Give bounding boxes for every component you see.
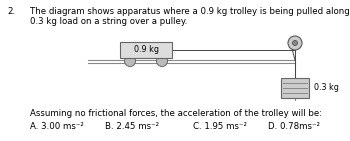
Text: Assuming no frictional forces, the acceleration of the trolley will be:: Assuming no frictional forces, the accel… bbox=[30, 109, 322, 118]
Text: 0.9 kg: 0.9 kg bbox=[133, 46, 159, 55]
Text: D. 0.78ms⁻²: D. 0.78ms⁻² bbox=[268, 122, 320, 131]
Text: The diagram shows apparatus where a 0.9 kg trolley is being pulled along by a: The diagram shows apparatus where a 0.9 … bbox=[30, 7, 350, 16]
Bar bbox=[281, 78, 309, 98]
Circle shape bbox=[288, 36, 302, 50]
Bar bbox=[120, 42, 172, 58]
Text: A. 3.00 ms⁻²: A. 3.00 ms⁻² bbox=[30, 122, 84, 131]
Text: C. 1.95 ms⁻²: C. 1.95 ms⁻² bbox=[193, 122, 247, 131]
Circle shape bbox=[156, 56, 168, 67]
Text: B. 2.45 ms⁻²: B. 2.45 ms⁻² bbox=[105, 122, 159, 131]
Text: 0.3 kg load on a string over a pulley.: 0.3 kg load on a string over a pulley. bbox=[30, 17, 187, 26]
Circle shape bbox=[293, 40, 297, 46]
Text: 2.: 2. bbox=[7, 7, 15, 16]
Circle shape bbox=[125, 56, 135, 67]
Text: 0.3 kg: 0.3 kg bbox=[314, 83, 339, 92]
